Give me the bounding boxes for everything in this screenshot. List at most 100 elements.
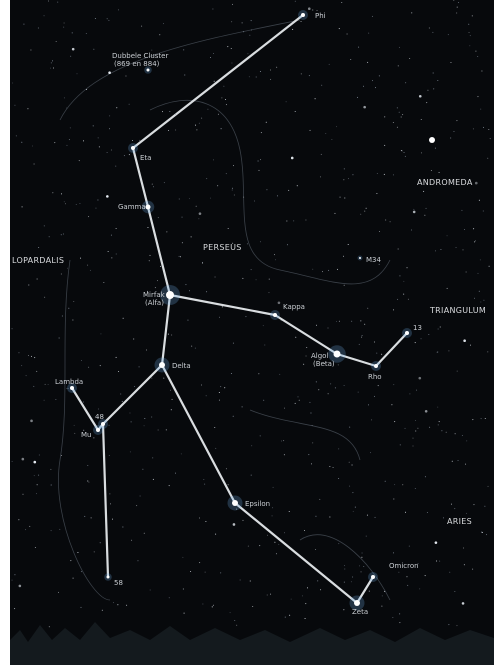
- star-dot: [87, 481, 88, 482]
- star: [301, 13, 305, 17]
- star-dot: [429, 427, 430, 428]
- star-dot: [245, 316, 246, 317]
- star-dot: [240, 580, 241, 581]
- star-dot: [481, 532, 482, 533]
- star-dot: [225, 99, 226, 100]
- star-dot: [48, 384, 49, 385]
- star-dot: [243, 31, 244, 32]
- star-dot: [364, 211, 365, 212]
- star-dot: [289, 615, 290, 616]
- star-dot: [408, 299, 409, 300]
- star-dot: [180, 256, 181, 257]
- star-dot: [84, 516, 85, 517]
- star-dot: [228, 484, 229, 485]
- star-dot: [122, 401, 123, 402]
- star-dot: [226, 104, 227, 105]
- star: [96, 428, 100, 432]
- star-dot: [344, 168, 345, 169]
- star-note: (869 en 884): [114, 60, 160, 68]
- star-dot: [224, 387, 225, 388]
- star-dot: [367, 62, 368, 63]
- star-dot: [139, 140, 140, 141]
- star-dot: [44, 15, 45, 16]
- star-dot: [152, 457, 153, 458]
- star-dot: [183, 588, 184, 589]
- star-dot: [151, 416, 152, 417]
- star-dot: [109, 493, 110, 494]
- star-dot: [100, 542, 101, 543]
- star-dot: [437, 352, 438, 353]
- star-dot: [289, 511, 290, 512]
- star-dot: [479, 291, 480, 292]
- star-dot: [339, 28, 340, 29]
- star-dot: [212, 8, 213, 9]
- star-dot: [196, 206, 197, 207]
- star-dot: [305, 618, 306, 619]
- star-dot: [70, 560, 71, 561]
- star-dot: [403, 281, 404, 282]
- star-dot: [301, 73, 302, 74]
- star-dot: [129, 104, 130, 105]
- star-dot: [402, 484, 403, 485]
- star-dot: [347, 33, 348, 34]
- star-dot: [38, 475, 39, 476]
- star-dot: [421, 119, 422, 120]
- star-dot: [405, 512, 406, 513]
- star-dot: [480, 302, 481, 303]
- star-dot: [169, 597, 170, 598]
- star-dot: [267, 594, 268, 595]
- star-dot: [274, 542, 275, 543]
- star-dot: [338, 448, 339, 449]
- star-dot: [316, 381, 317, 382]
- star-dot: [352, 174, 353, 175]
- star-dot: [418, 377, 421, 380]
- star-dot: [68, 308, 69, 309]
- star-dot: [320, 176, 321, 177]
- star-dot: [164, 182, 165, 183]
- star-dot: [217, 185, 218, 186]
- star-dot: [144, 425, 145, 426]
- star-dot: [70, 127, 71, 128]
- star-dot: [393, 309, 394, 310]
- star-dot: [205, 572, 206, 573]
- star-dot: [151, 50, 152, 51]
- star-dot: [308, 454, 309, 455]
- star-dot: [108, 71, 111, 74]
- star-dot: [133, 338, 134, 339]
- star-dot: [452, 461, 453, 462]
- star-dot: [415, 488, 416, 489]
- star-dot: [291, 157, 294, 160]
- constellation-name: TRIANGULUM: [429, 306, 486, 315]
- star-dot: [63, 233, 64, 234]
- star-dot: [144, 418, 145, 419]
- star-dot: [327, 327, 328, 328]
- star-dot: [488, 129, 489, 130]
- star-dot: [447, 288, 448, 289]
- star-dot: [449, 572, 450, 573]
- star-dot: [147, 227, 148, 228]
- star-dot: [95, 208, 96, 209]
- star-dot: [357, 97, 358, 98]
- star-dot: [344, 198, 345, 199]
- star-dot: [131, 421, 132, 422]
- star-label: Delta: [172, 362, 191, 370]
- star-dot: [329, 517, 330, 518]
- star-dot: [349, 427, 350, 428]
- star-dot: [88, 482, 89, 483]
- star-dot: [353, 511, 354, 512]
- star-dot: [22, 494, 23, 495]
- star-dot: [376, 353, 377, 354]
- star-dot: [14, 608, 15, 609]
- star-dot: [329, 64, 330, 65]
- star-dot: [363, 106, 366, 109]
- star-dot: [361, 557, 362, 558]
- star-dot: [328, 270, 329, 271]
- star-dot: [231, 21, 232, 22]
- star-dot: [122, 527, 123, 528]
- star-dot: [95, 18, 96, 19]
- star-dot: [153, 186, 154, 187]
- star-dot: [12, 328, 13, 329]
- star-dot: [110, 503, 111, 504]
- star-dot: [72, 32, 73, 33]
- star: [374, 364, 378, 368]
